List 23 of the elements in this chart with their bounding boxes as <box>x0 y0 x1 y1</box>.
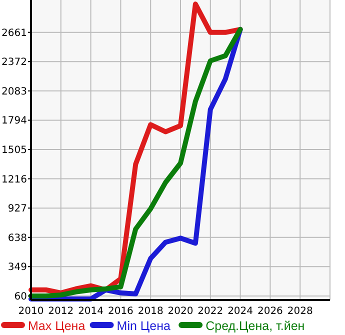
legend-label: Сред.Цена, т.йен <box>206 319 305 333</box>
x-tick-label: 2016 <box>108 306 134 317</box>
y-tick-label: 349 <box>8 262 27 274</box>
y-tick-label: 2372 <box>2 57 27 68</box>
y-tick-label: 1794 <box>2 116 27 127</box>
y-tick-label: 1505 <box>2 144 27 156</box>
x-tick-label: 2022 <box>198 306 224 317</box>
legend-label: Max Цена <box>28 319 86 333</box>
legend-label: Min Цена <box>116 319 171 333</box>
y-tick-label: 2661 <box>2 28 27 39</box>
x-tick-label: 2014 <box>78 306 104 317</box>
x-tick-label: 2024 <box>228 306 254 317</box>
x-tick-label: 2026 <box>257 306 283 317</box>
x-tick-label: 2020 <box>168 306 194 317</box>
x-tick-label: 2010 <box>18 306 44 317</box>
y-tick-label: 1216 <box>2 174 27 186</box>
y-tick-label: 927 <box>8 204 27 215</box>
y-tick-label: 638 <box>8 232 27 244</box>
y-tick-label: 2083 <box>2 86 27 98</box>
x-tick-label: 2028 <box>287 306 313 317</box>
y-tick-label: 60 <box>14 291 27 302</box>
x-tick-label: 2012 <box>48 306 74 317</box>
x-tick-label: 2018 <box>138 306 164 317</box>
